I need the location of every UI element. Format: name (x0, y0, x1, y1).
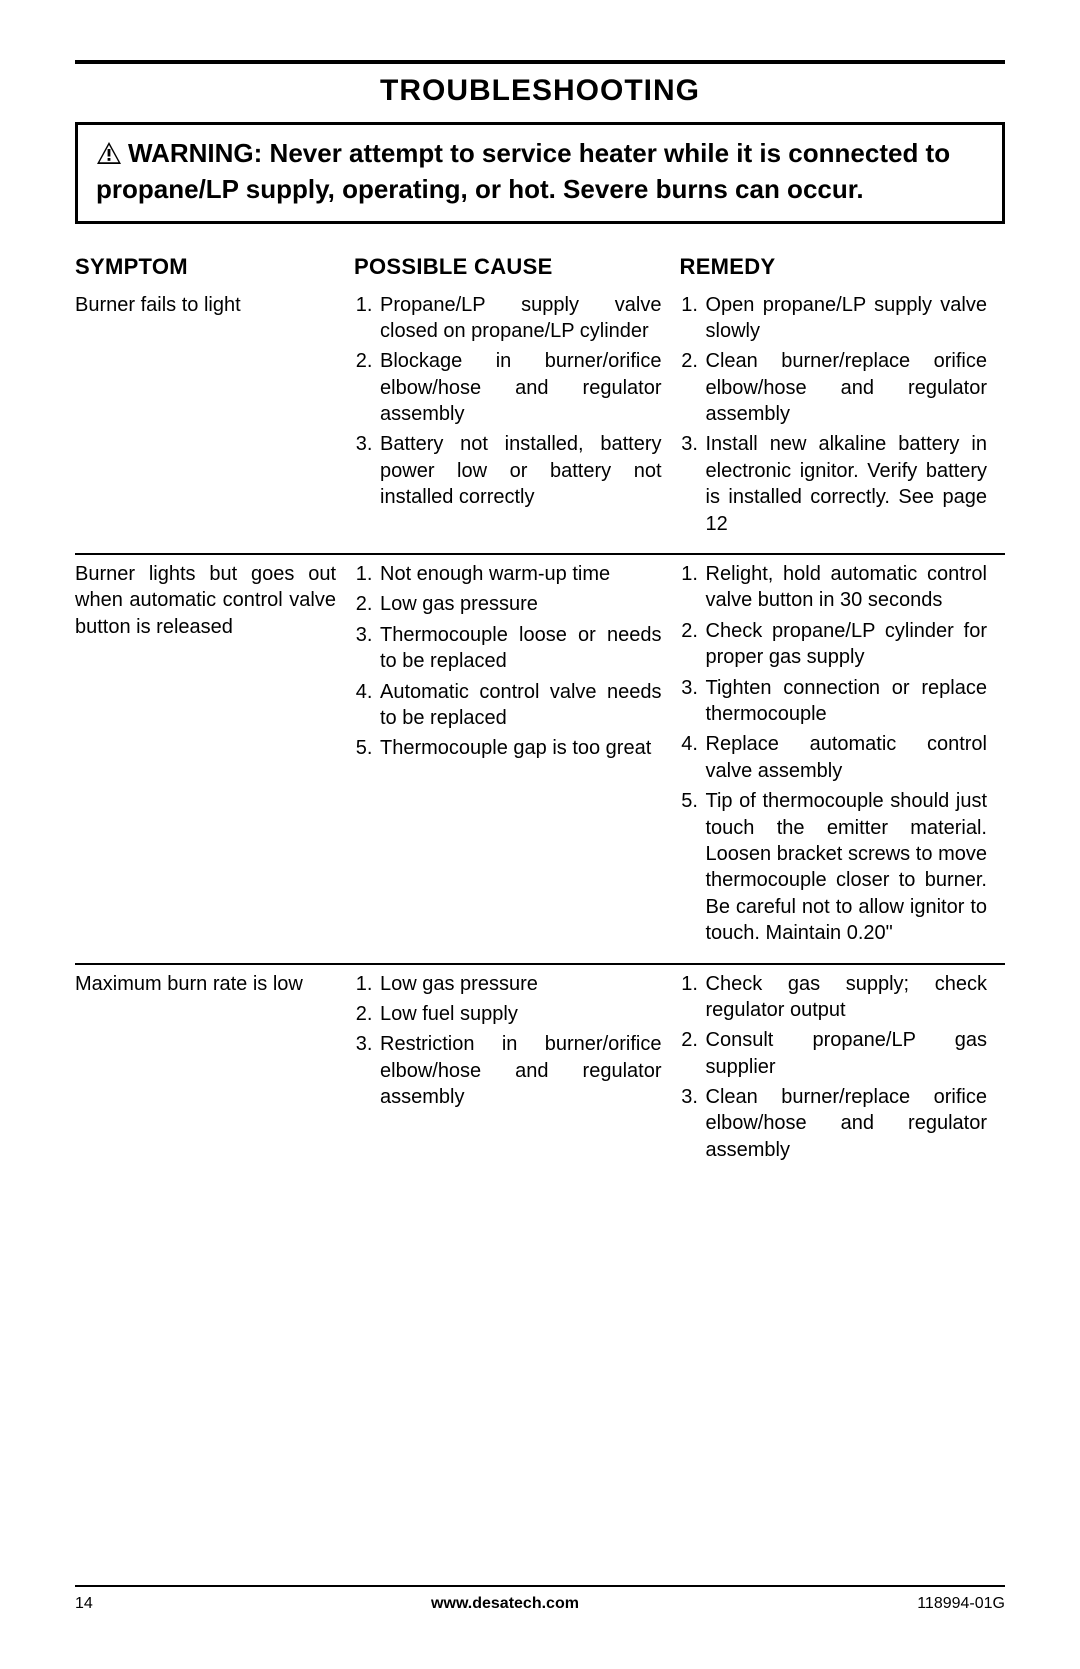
remedy-item: Open propane/LP supply valve slowly (704, 292, 988, 345)
table-row: Burner fails to light Propane/LP supply v… (75, 286, 1005, 555)
table-header-row: SYMPTOM POSSIBLE CAUSE REMEDY (75, 248, 1005, 286)
table-row: Maximum burn rate is lowLow gas pressure… (75, 964, 1005, 1180)
cell-remedy: Check gas supply; check regulator output… (680, 964, 1006, 1180)
remedy-item: Clean burner/replace orifice elbow/hose … (704, 1084, 988, 1163)
cause-item: Thermocouple gap is too great (378, 735, 662, 761)
cell-remedy: Relight, hold automatic control valve bu… (680, 554, 1006, 963)
cause-item: Battery not installed, battery power low… (378, 431, 662, 510)
footer-rule (75, 1585, 1005, 1587)
header-remedy: REMEDY (680, 248, 1006, 286)
troubleshooting-table: SYMPTOM POSSIBLE CAUSE REMEDY Burner fai… (75, 248, 1005, 1180)
footer-doc-id: 118994-01G (917, 1595, 1005, 1613)
footer-row: 14 www.desatech.com 118994-01G (75, 1595, 1005, 1613)
cause-item: Propane/LP supply valve closed on propan… (378, 292, 662, 345)
cause-item: Low fuel supply (378, 1001, 662, 1027)
remedy-item: Consult propane/LP gas supplier (704, 1027, 988, 1080)
cell-symptom: Burner lights but goes out when automati… (75, 554, 354, 963)
remedy-item: Check propane/LP cylinder for proper gas… (704, 618, 988, 671)
remedy-item: Relight, hold automatic control valve bu… (704, 561, 988, 614)
header-cause: POSSIBLE CAUSE (354, 248, 680, 286)
table-body: Burner fails to light Propane/LP supply v… (75, 286, 1005, 1180)
table-row: Burner lights but goes out when automati… (75, 554, 1005, 963)
cell-cause: Low gas pressure Low fuel supply Restricti… (354, 964, 680, 1180)
cell-cause: Not enough warm-up time Low gas pressure T… (354, 554, 680, 963)
cell-symptom: Burner fails to light (75, 286, 354, 555)
cause-item: Low gas pressure (378, 971, 662, 997)
warning-box: WARNING: Never attempt to service heater… (75, 122, 1005, 224)
remedy-item: Check gas supply; check regulator output (704, 971, 988, 1024)
warning-icon (96, 140, 122, 173)
cell-cause: Propane/LP supply valve closed on propan… (354, 286, 680, 555)
remedy-item: Install new alkaline battery in electron… (704, 431, 988, 537)
page-number: 14 (75, 1595, 93, 1613)
cause-item: Low gas pressure (378, 591, 662, 617)
cause-item: Thermocouple loose or needs to be replac… (378, 622, 662, 675)
footer-url: www.desatech.com (431, 1595, 579, 1613)
top-rule (75, 60, 1005, 64)
page: TROUBLESHOOTING WARNING: Never attempt t… (0, 0, 1080, 1669)
remedy-item: Tighten connection or replace thermocoup… (704, 675, 988, 728)
cause-item: Automatic control valve needs to be repl… (378, 679, 662, 732)
remedy-item: Tip of thermocouple should just touch th… (704, 788, 988, 946)
cause-item: Restriction in burner/orifice elbow/hose… (378, 1031, 662, 1110)
footer: 14 www.desatech.com 118994-01G (75, 1585, 1005, 1613)
cell-remedy: Open propane/LP supply valve slowlyClean… (680, 286, 1006, 555)
cause-item: Blockage in burner/orifice elbow/hose an… (378, 348, 662, 427)
remedy-item: Replace automatic control valve assembly (704, 731, 988, 784)
page-title: TROUBLESHOOTING (75, 74, 1005, 108)
warning-text: WARNING: Never attempt to service heater… (96, 138, 950, 204)
cause-item: Not enough warm-up time (378, 561, 662, 587)
cell-symptom: Maximum burn rate is low (75, 964, 354, 1180)
header-symptom: SYMPTOM (75, 248, 354, 286)
remedy-item: Clean burner/replace orifice elbow/hose … (704, 348, 988, 427)
